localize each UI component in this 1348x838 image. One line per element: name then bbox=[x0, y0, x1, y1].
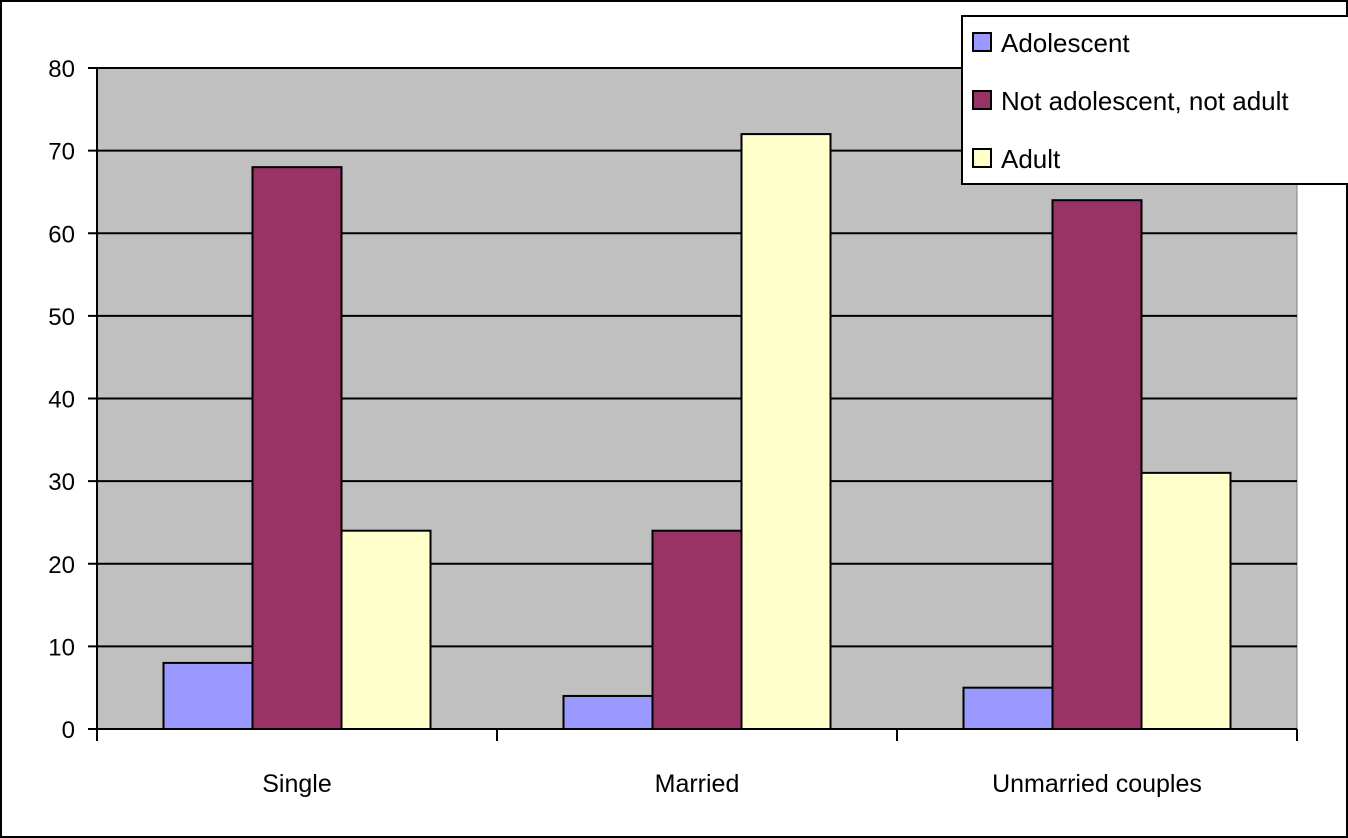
bar bbox=[651, 529, 743, 731]
axes bbox=[88, 67, 1298, 741]
y-tick-label: 30 bbox=[48, 469, 75, 496]
legend-label: Not adolescent, not adult bbox=[1001, 86, 1289, 116]
y-tick-label: 0 bbox=[62, 717, 75, 744]
x-tick-label: Unmarried couples bbox=[992, 770, 1202, 798]
y-tick-label: 60 bbox=[48, 221, 75, 248]
y-tick-label: 50 bbox=[48, 304, 75, 331]
y-tick-label: 80 bbox=[48, 56, 75, 83]
legend-swatch bbox=[972, 90, 992, 110]
legend-label: Adolescent bbox=[1001, 28, 1130, 58]
legend-swatch bbox=[972, 32, 992, 52]
bar bbox=[251, 166, 343, 730]
bar bbox=[962, 686, 1054, 730]
x-tick-labels: Single Married Unmarried couples bbox=[262, 770, 1202, 798]
y-tick-label: 70 bbox=[48, 139, 75, 166]
legend-box bbox=[961, 15, 1348, 185]
legend-label: Adult bbox=[1001, 144, 1061, 174]
bars bbox=[162, 133, 1232, 731]
legend-swatch bbox=[972, 148, 992, 168]
y-tick-label: 20 bbox=[48, 552, 75, 579]
y-tick-label: 40 bbox=[48, 387, 75, 414]
y-tick-label: 10 bbox=[48, 634, 75, 661]
bar bbox=[562, 694, 654, 731]
bar bbox=[1051, 199, 1143, 730]
legend: Adolescent Not adolescent, not adult Adult bbox=[961, 15, 1348, 185]
x-tick-label: Single bbox=[262, 770, 332, 798]
bar bbox=[1140, 471, 1232, 730]
x-tick-label: Married bbox=[655, 770, 740, 798]
bar bbox=[740, 133, 832, 731]
bar bbox=[340, 529, 432, 731]
bar bbox=[162, 661, 254, 731]
y-tick-labels: 0 10 20 30 40 50 60 70 80 bbox=[48, 56, 75, 744]
